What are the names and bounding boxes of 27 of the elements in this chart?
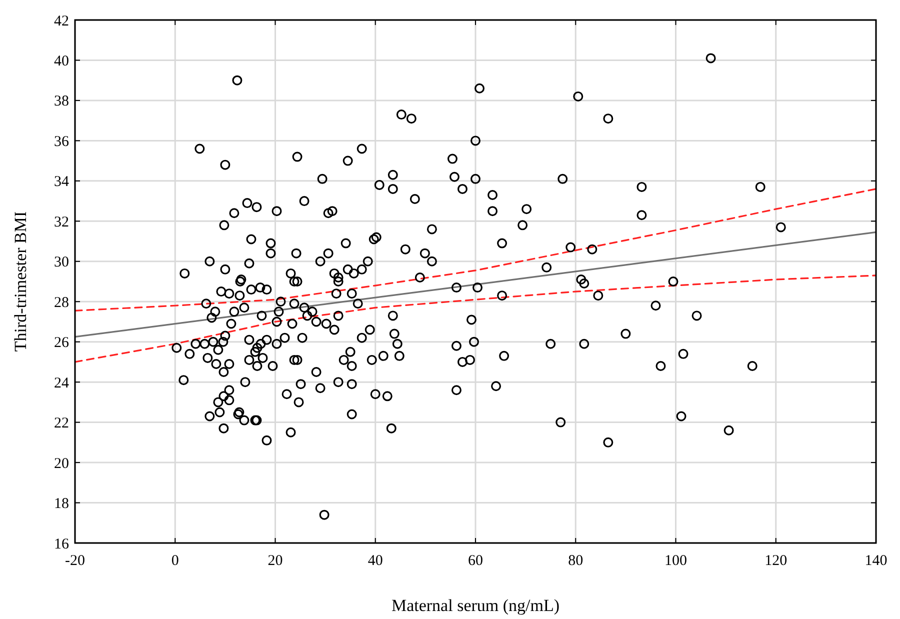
x-axis-title: Maternal serum (ng/mL) (391, 596, 560, 615)
y-tick-label: 16 (54, 536, 70, 552)
y-tick-label: 32 (54, 214, 69, 230)
line-series (75, 188, 876, 312)
x-tick-label: 120 (764, 553, 788, 569)
x-tick-label: 60 (468, 553, 483, 569)
x-tick-label: 80 (568, 553, 584, 569)
x-tick-label: 100 (664, 553, 687, 569)
y-tick-label: 24 (54, 375, 70, 392)
y-tick-label: 26 (54, 335, 70, 352)
y-tick-label: 30 (54, 254, 69, 271)
line-series (75, 274, 876, 363)
x-tick-label: 40 (368, 553, 383, 569)
y-tick-label: 36 (54, 134, 70, 150)
y-tick-label: 18 (54, 496, 69, 512)
y-tick-label: 38 (54, 94, 69, 110)
y-axis-title: Third-trimester BMI (11, 211, 30, 352)
y-tick-label: 42 (54, 13, 69, 30)
y-tick-label: 22 (54, 416, 69, 432)
x-tick-label: -20 (65, 553, 85, 569)
y-tick-label: 20 (54, 456, 69, 472)
y-tick-label: 28 (54, 294, 69, 311)
x-tick-label: 140 (864, 553, 888, 569)
x-tick-label: 0 (171, 553, 179, 569)
x-tick-label: 20 (268, 553, 283, 569)
y-tick-label: 34 (54, 174, 70, 190)
y-tick-label: 40 (54, 53, 69, 70)
